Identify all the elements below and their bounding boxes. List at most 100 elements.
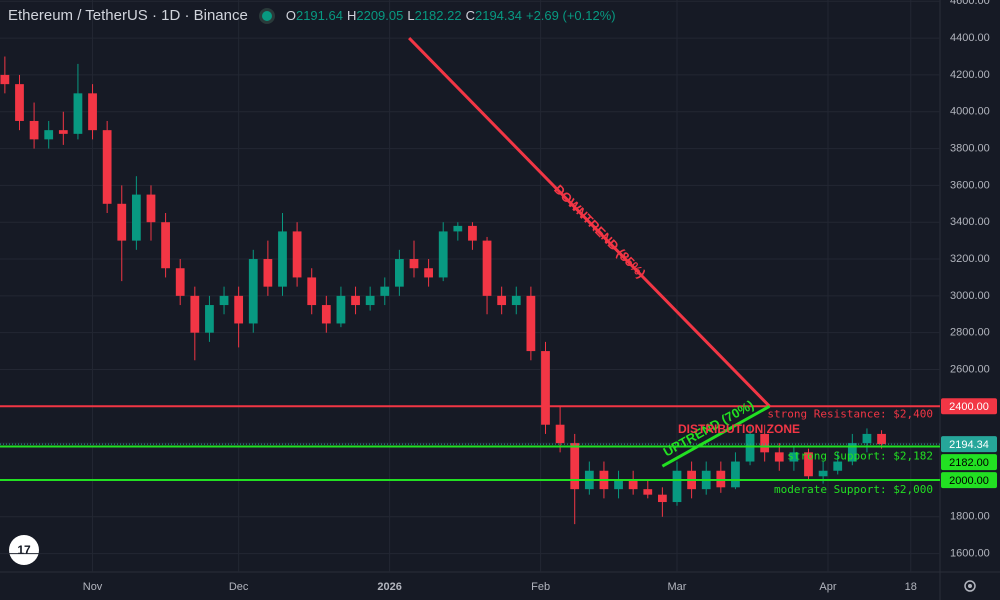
y-tick-label: 1800.00 xyxy=(950,511,990,523)
candle-body xyxy=(219,295,229,306)
candle-body xyxy=(847,443,857,462)
ohlc-value: 2194.34 xyxy=(474,8,522,23)
x-tick-label: Nov xyxy=(83,581,103,593)
ohlc-value: 2182.22 xyxy=(414,8,462,23)
x-tick-label: Feb xyxy=(531,581,550,593)
line-label: strong Support: $2,182 xyxy=(787,449,933,462)
ohlc-value: 2191.64 xyxy=(295,8,343,23)
candle-body xyxy=(862,433,872,444)
candle-body xyxy=(526,295,536,352)
line-label: moderate Support: $2,000 xyxy=(774,483,933,496)
y-tick-label: 2600.00 xyxy=(950,363,990,375)
candle-body xyxy=(453,225,463,232)
symbol: Ethereum / TetherUS · 1D · Binance xyxy=(8,7,248,24)
trendline xyxy=(661,404,771,468)
x-tick-label: Apr xyxy=(819,581,836,593)
candle-body xyxy=(424,268,433,278)
candle-body xyxy=(234,295,244,324)
candle-body xyxy=(658,494,667,503)
candle-body xyxy=(102,130,112,204)
candle-body xyxy=(380,286,390,296)
settings-icon[interactable] xyxy=(964,580,976,592)
candle-body xyxy=(555,424,565,444)
price-tag xyxy=(941,436,997,453)
candle-body xyxy=(438,231,448,278)
candle-body xyxy=(146,194,156,223)
x-tick-label: Dec xyxy=(229,581,249,593)
x-tick-label: 2026 xyxy=(377,581,401,593)
trendline xyxy=(408,37,771,408)
y-tick-label: 3000.00 xyxy=(950,290,990,302)
candle-body xyxy=(745,433,755,462)
candle-body xyxy=(804,452,813,477)
candle-body xyxy=(278,231,287,287)
candle-body xyxy=(818,470,828,477)
candle-body xyxy=(394,259,404,287)
candle-body xyxy=(161,222,170,269)
candle-body xyxy=(175,268,185,296)
candle-body xyxy=(15,84,24,121)
ohlc-value: 2209.05 xyxy=(356,8,404,23)
candle-body xyxy=(789,452,799,462)
candle-body xyxy=(292,231,302,278)
price-tag-label: 2000.00 xyxy=(949,475,989,487)
candle-body xyxy=(409,259,419,269)
candle-body xyxy=(672,470,682,503)
candle-body xyxy=(628,479,638,490)
candle-body xyxy=(351,295,360,306)
line-label: strong Resistance: $2,400 xyxy=(767,407,933,420)
candle-body xyxy=(468,225,477,241)
candle-body xyxy=(0,74,10,85)
y-tick-label: 2800.00 xyxy=(950,327,990,339)
y-tick-label: 4600.00 xyxy=(950,0,990,7)
candle-body xyxy=(643,489,653,495)
candle-body xyxy=(511,295,521,306)
tv-logo: 17 xyxy=(9,535,39,565)
y-tick-label: 3400.00 xyxy=(950,216,990,228)
x-tick-label: 18 xyxy=(905,581,917,593)
candle-body xyxy=(877,433,886,445)
header: Ethereum / TetherUS · 1D · Binance O2191.… xyxy=(8,7,620,24)
x-tick-label: Mar xyxy=(668,581,687,593)
candle-body xyxy=(731,461,740,488)
svg-text:17: 17 xyxy=(17,543,31,557)
candle-body xyxy=(482,240,492,296)
y-tick-label: 4400.00 xyxy=(950,32,990,44)
candle-body xyxy=(365,295,375,306)
candle-body xyxy=(307,277,317,306)
candle-body xyxy=(497,295,507,306)
candle-body xyxy=(190,295,200,333)
price-tag-label: 2182.00 xyxy=(949,457,989,469)
candle-body xyxy=(336,295,346,324)
ohlc-key: L xyxy=(407,8,415,23)
candle-body xyxy=(205,305,214,333)
candle-body xyxy=(44,130,54,140)
candle-body xyxy=(58,130,68,134)
ohlc-key: H xyxy=(346,8,357,23)
candle-body xyxy=(88,93,97,131)
ohlc-key: C xyxy=(465,8,475,23)
y-tick-label: 3600.00 xyxy=(950,179,990,191)
candle-body xyxy=(833,461,843,471)
ohlc: O2191.64 H2209.05 L2182.22 C2194.34 xyxy=(286,7,526,24)
candle-body xyxy=(774,452,784,462)
candle-body xyxy=(131,194,141,241)
candle-body xyxy=(29,120,39,140)
ohlc-key: O xyxy=(285,8,296,23)
candle-body xyxy=(614,479,623,490)
candle-body xyxy=(570,443,580,490)
candle-body xyxy=(117,203,127,241)
status-dot xyxy=(261,11,272,21)
y-tick-label: 4200.00 xyxy=(950,69,990,81)
candle-body xyxy=(760,433,770,453)
price-tag-label: 2194.34 xyxy=(949,439,989,451)
y-tick-label: 3200.00 xyxy=(950,253,990,265)
price-tag-label: 2400.00 xyxy=(949,401,989,413)
candle-body xyxy=(248,259,258,324)
candle-body xyxy=(73,93,83,134)
price-tag xyxy=(941,454,997,471)
change: +2.69 (+0.12%) xyxy=(525,8,616,23)
candle-body xyxy=(541,351,550,425)
